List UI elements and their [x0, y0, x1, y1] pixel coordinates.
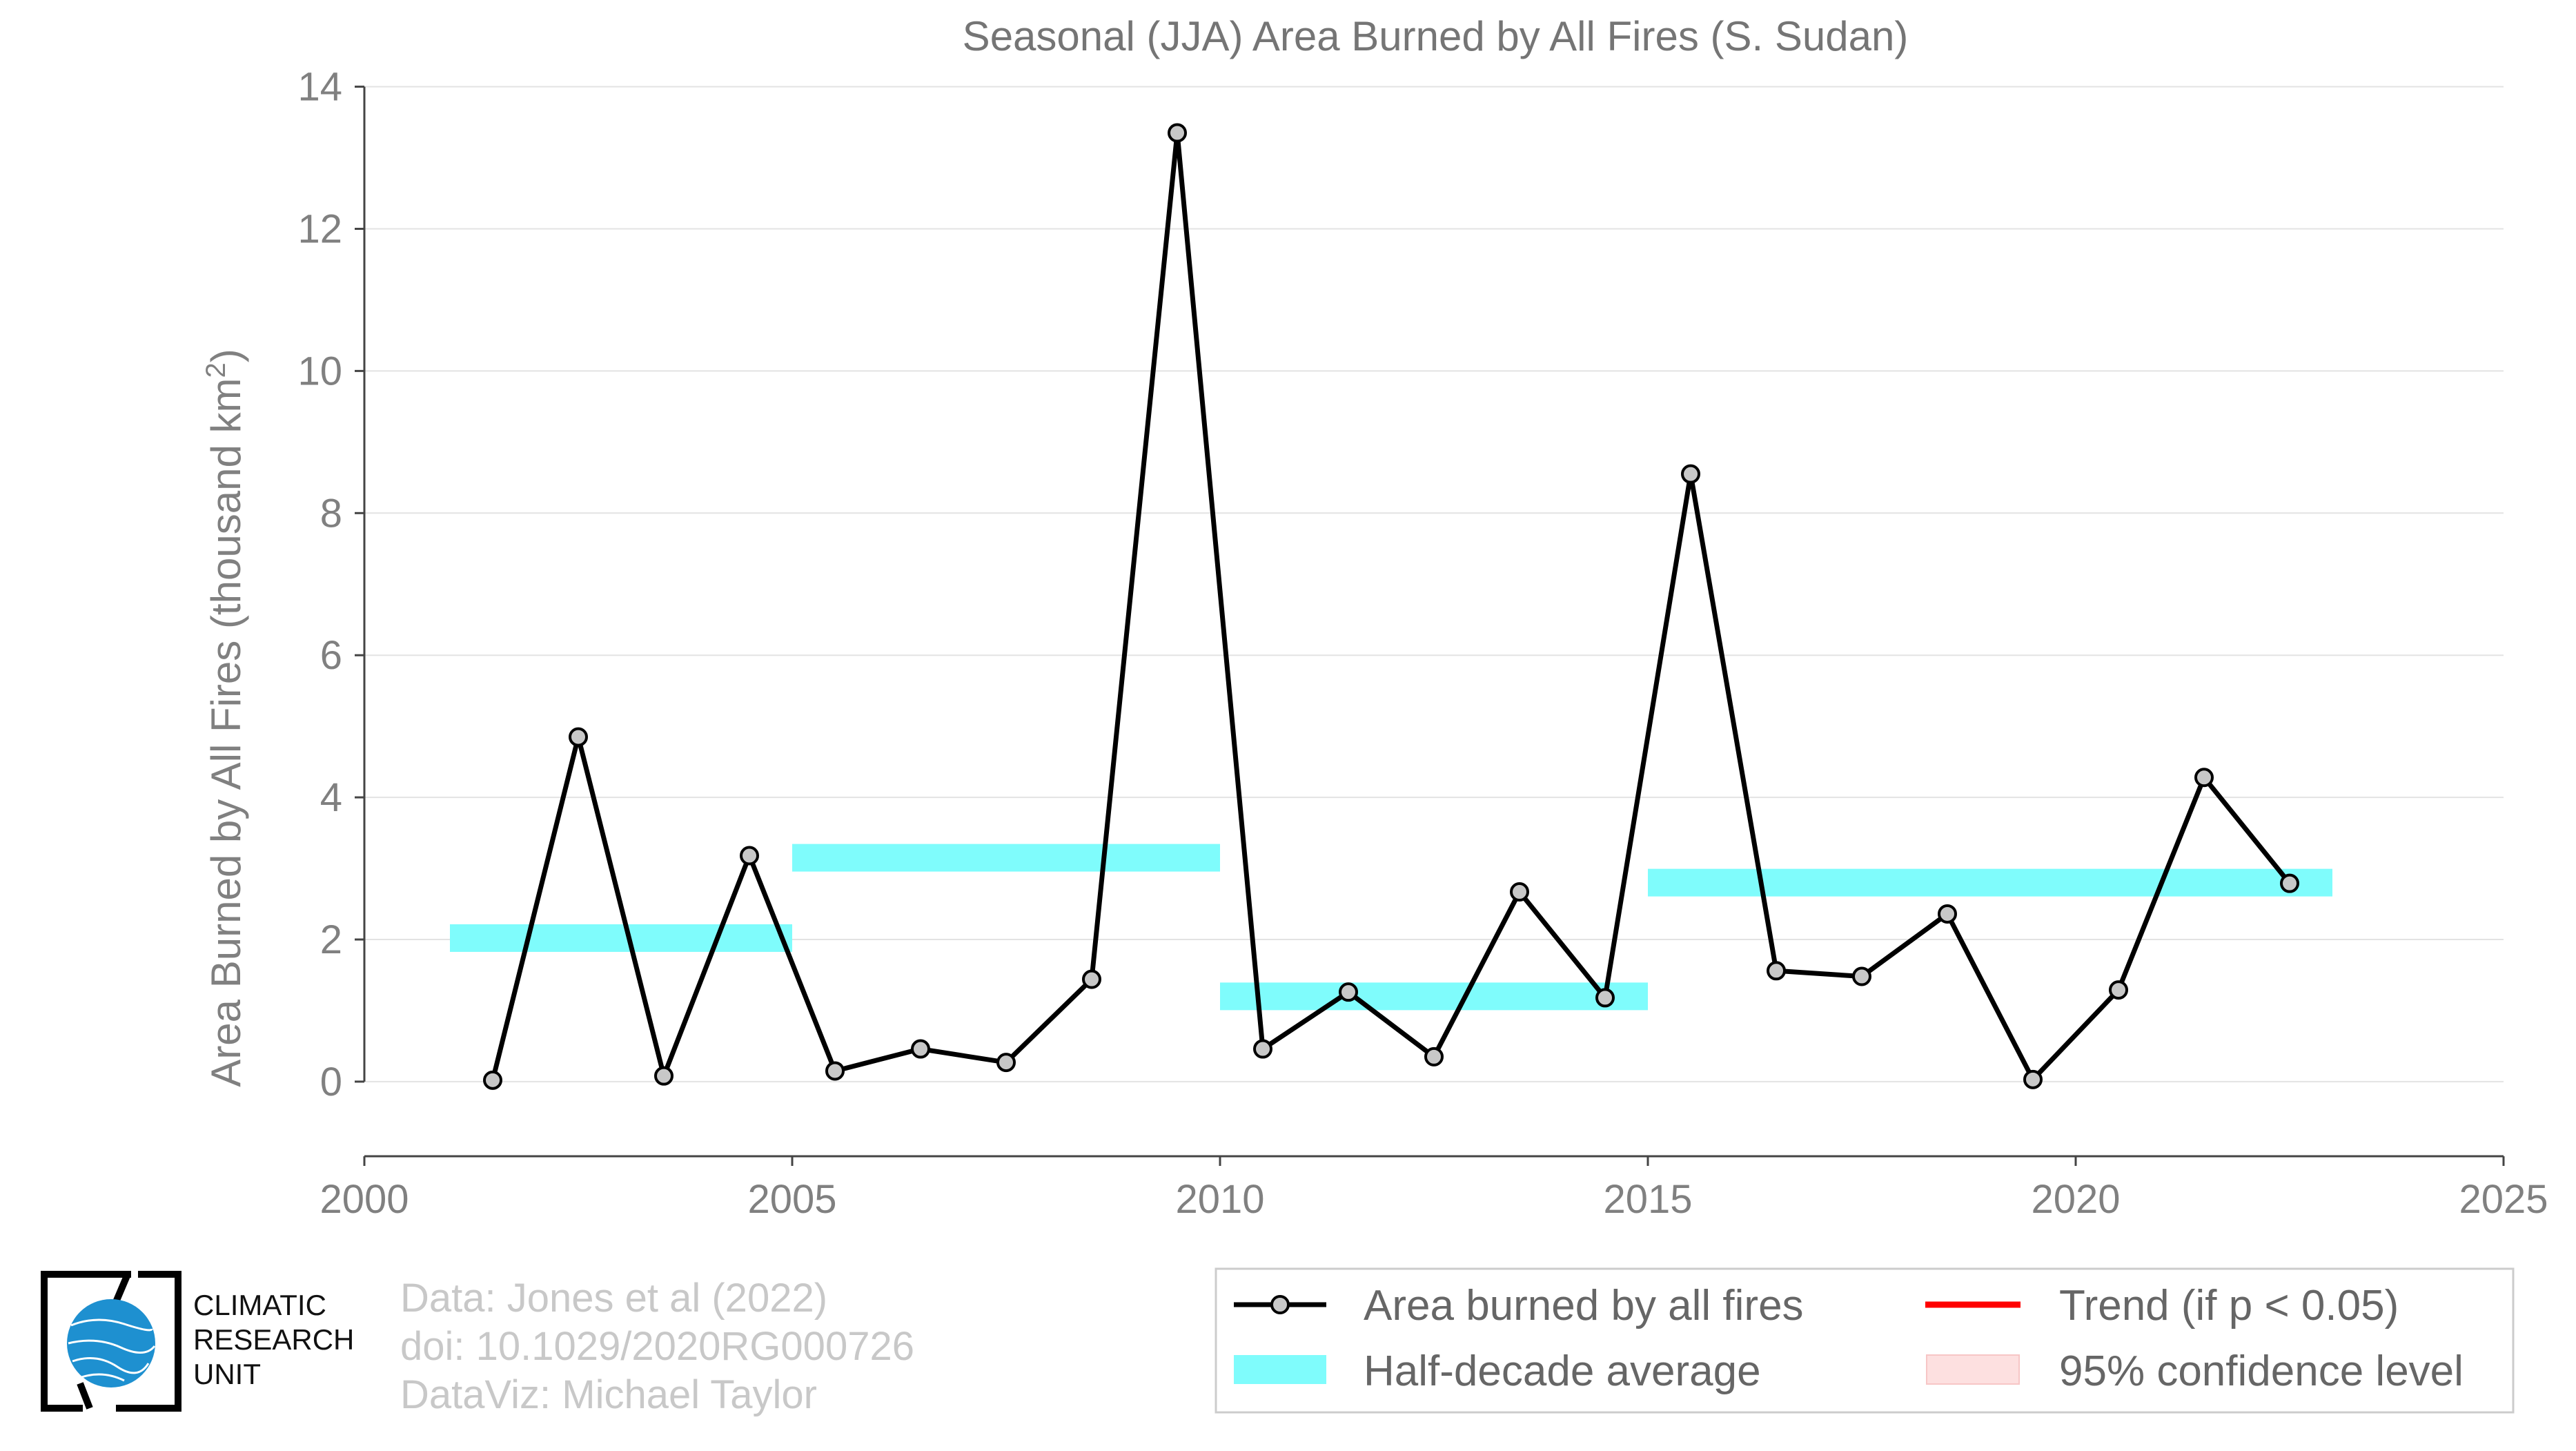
x-tick-label: 2020 — [2031, 1177, 2120, 1222]
y-axis-label-main: Area Burned by All Fires (thousand km — [203, 378, 249, 1087]
legend: Area burned by all fires Trend (if p < 0… — [1215, 1267, 2515, 1414]
data-point — [1082, 969, 1101, 989]
data-point — [1510, 882, 1529, 902]
data-point — [1424, 1046, 1444, 1067]
data-point — [740, 846, 759, 866]
data-point — [1339, 982, 1358, 1002]
legend-label-half-decade: Half-decade average — [1364, 1347, 1761, 1395]
y-tick-label: 0 — [320, 1060, 342, 1104]
globe-contour-lines — [68, 1318, 156, 1382]
logo-text-research: RESEARCH — [193, 1323, 354, 1356]
credit-doi: doi: 10.1029/2020RG000726 — [400, 1324, 914, 1369]
data-point — [2280, 873, 2299, 893]
half-decade-bar — [792, 844, 1220, 872]
logo-text-climatic: CLIMATIC — [193, 1289, 326, 1321]
x-tick-label: 2015 — [1603, 1177, 1692, 1222]
legend-confidence-swatch — [1926, 1354, 2020, 1385]
logo-text-unit: UNIT — [193, 1358, 261, 1390]
y-tick-label: 4 — [320, 775, 342, 820]
data-point — [483, 1070, 502, 1090]
half-decade-bars — [450, 844, 2332, 1011]
y-tick-label: 12 — [297, 206, 342, 251]
credit-dataviz: DataViz: Michael Taylor — [400, 1372, 817, 1417]
y-ticks: 0 2 4 6 8 10 12 14 — [297, 65, 364, 1104]
legend-label-confidence: 95% confidence level — [2059, 1347, 2464, 1395]
chart-title: Seasonal (JJA) Area Burned by All Fires … — [963, 13, 1909, 59]
data-point — [2109, 980, 2128, 1000]
x-tick-label: 2010 — [1175, 1177, 1264, 1222]
data-point — [569, 727, 588, 747]
series-line — [490, 130, 2292, 1082]
legend-label-area-burned: Area burned by all fires — [1364, 1282, 1804, 1330]
x-tick-label: 2025 — [2459, 1177, 2548, 1222]
data-point — [1852, 966, 1871, 986]
y-axis-label: Area Burned by All Fires (thousand km2) — [201, 349, 249, 1087]
x-tick-label: 2005 — [747, 1177, 836, 1222]
data-point — [1938, 904, 1957, 924]
cru-logo: CLIMATIC RESEARCH UNIT — [41, 1271, 354, 1412]
y-tick-label: 10 — [297, 349, 342, 393]
x-tick-label: 2000 — [319, 1177, 409, 1222]
credits: Data: Jones et al (2022) doi: 10.1029/20… — [400, 1276, 914, 1417]
data-point — [1253, 1039, 1272, 1059]
legend-label-trend: Trend (if p < 0.05) — [2059, 1282, 2399, 1330]
x-ticks: 2000 2005 2010 2015 2020 2025 — [319, 1156, 2548, 1222]
logo-bracket-frame — [41, 1271, 181, 1412]
legend-half-decade-swatch — [1234, 1355, 1326, 1384]
data-point — [1595, 988, 1615, 1008]
y-axis-label-close: ) — [203, 349, 249, 362]
credit-data: Data: Jones et al (2022) — [400, 1276, 827, 1321]
half-decade-bar — [1220, 982, 1648, 1011]
half-decade-bar — [1648, 868, 2332, 897]
data-point — [2194, 768, 2214, 788]
data-point — [1168, 123, 1187, 143]
data-point — [825, 1061, 845, 1081]
data-point — [996, 1053, 1016, 1073]
legend-box — [1215, 1267, 2515, 1414]
legend-marker-swatch — [1270, 1295, 1290, 1314]
data-point — [2023, 1069, 2043, 1089]
y-tick-label: 2 — [320, 917, 342, 962]
data-point — [911, 1039, 930, 1059]
half-decade-bar — [450, 924, 792, 952]
y-tick-label: 6 — [320, 633, 342, 678]
data-point — [1767, 961, 1786, 981]
y-axis-label-superscript: 2 — [201, 362, 231, 378]
data-point — [654, 1066, 674, 1086]
data-point — [1681, 464, 1700, 484]
data-series — [483, 123, 2299, 1090]
y-tick-label: 14 — [297, 65, 342, 110]
y-tick-label: 8 — [320, 491, 342, 536]
